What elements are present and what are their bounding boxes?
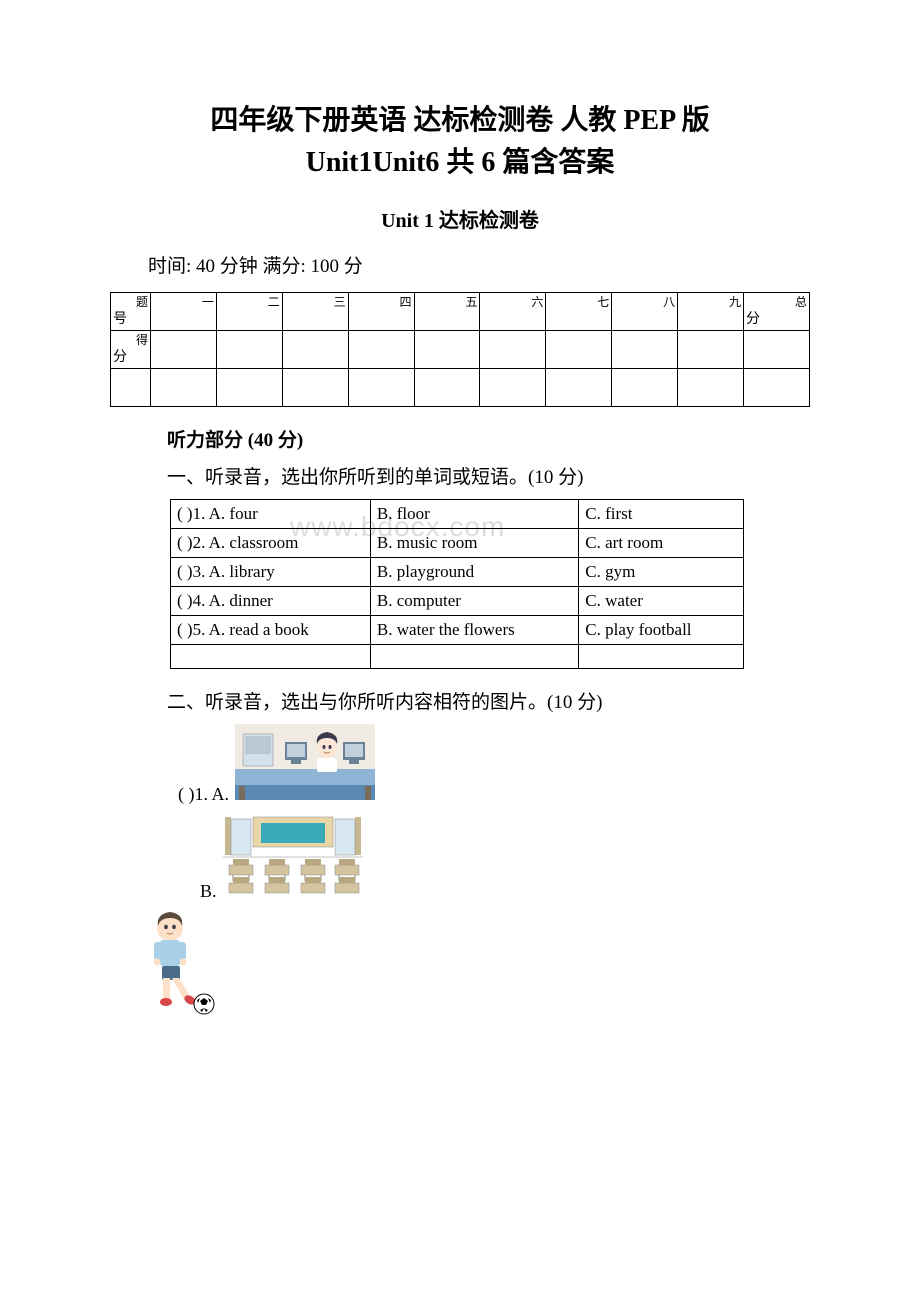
label: 题: [136, 293, 148, 310]
cell: [546, 369, 612, 407]
cell: [678, 369, 744, 407]
cell: C. water: [579, 587, 744, 616]
cell: ( )5. A. read a book: [171, 616, 371, 645]
question-row: [178, 908, 810, 1023]
timing-text: 时间: 40 分钟 满分: 100 分: [110, 251, 810, 278]
table-row: 题 号 一 二 三 四 五 六 七 八 九 总 分: [111, 293, 810, 331]
cell: C. gym: [579, 558, 744, 587]
cell: [151, 331, 217, 369]
cell: ( )3. A. library: [171, 558, 371, 587]
cell: [282, 369, 348, 407]
cell: 得 分: [111, 331, 151, 369]
classroom-image-icon: [223, 811, 363, 902]
cell: B. computer: [370, 587, 578, 616]
cell: [151, 369, 217, 407]
table-row: ( )2. A. classroom B. music room C. art …: [171, 529, 744, 558]
subtitle: Unit 1 达标检测卷: [110, 204, 810, 233]
section-1-instruction: 一、听录音，选出你所听到的单词或短语。(10 分): [110, 462, 810, 489]
table-row: ( )5. A. read a book B. water the flower…: [171, 616, 744, 645]
table-row: ( )4. A. dinner B. computer C. water: [171, 587, 744, 616]
cell: B. water the flowers: [370, 616, 578, 645]
score-table: 题 号 一 二 三 四 五 六 七 八 九 总 分 得 分: [110, 292, 810, 407]
cell: [678, 331, 744, 369]
cell: B. floor: [370, 500, 578, 529]
cell: C. play football: [579, 616, 744, 645]
cell: [744, 369, 810, 407]
cell: [414, 331, 480, 369]
cell: [546, 331, 612, 369]
question-row: ( )1. A.: [178, 724, 810, 805]
header-cell: 五: [414, 293, 480, 331]
cell: [612, 331, 678, 369]
header-cell: 总 分: [744, 293, 810, 331]
cell: [216, 331, 282, 369]
cell: B. music room: [370, 529, 578, 558]
cell: [744, 331, 810, 369]
boy-football-image-icon: [134, 908, 224, 1023]
cell: [414, 369, 480, 407]
header-cell: 七: [546, 293, 612, 331]
table-row: 得 分: [111, 331, 810, 369]
multiple-choice-table: ( )1. A. four B. floor C. first ( )2. A.…: [170, 499, 744, 669]
cell: ( )4. A. dinner: [171, 587, 371, 616]
cell: [216, 369, 282, 407]
label: 总: [795, 293, 807, 310]
header-cell: 二: [216, 293, 282, 331]
question-label: ( )1. A.: [178, 784, 229, 805]
label: 分: [746, 308, 760, 328]
question-label: B.: [200, 881, 217, 902]
cell: B. playground: [370, 558, 578, 587]
cell: C. art room: [579, 529, 744, 558]
table-row: [111, 369, 810, 407]
header-cell: 三: [282, 293, 348, 331]
cell: C. first: [579, 500, 744, 529]
cell: [171, 645, 371, 669]
title-line-1: 四年级下册英语 达标检测卷 人教 PEP 版: [210, 105, 709, 136]
cell: [612, 369, 678, 407]
header-cell: 八: [612, 293, 678, 331]
cell: [348, 331, 414, 369]
table-row: ( )1. A. four B. floor C. first: [171, 500, 744, 529]
office-image-icon: [235, 724, 375, 805]
table-row: [171, 645, 744, 669]
label: 分: [113, 346, 127, 366]
cell: [480, 369, 546, 407]
cell: [348, 369, 414, 407]
cell: [111, 369, 151, 407]
cell: [282, 331, 348, 369]
header-cell: 六: [480, 293, 546, 331]
section-2-instruction: 二、听录音，选出与你所听内容相符的图片。(10 分): [110, 687, 810, 714]
header-cell: 九: [678, 293, 744, 331]
cell: ( )2. A. classroom: [171, 529, 371, 558]
listening-header: 听力部分 (40 分): [110, 425, 810, 452]
cell: ( )1. A. four: [171, 500, 371, 529]
table-row: ( )3. A. library B. playground C. gym: [171, 558, 744, 587]
header-cell: 一: [151, 293, 217, 331]
label: 得: [136, 331, 148, 348]
cell: [480, 331, 546, 369]
label: 号: [113, 308, 127, 328]
question-row: B.: [178, 811, 810, 902]
cell: [370, 645, 578, 669]
header-cell: 四: [348, 293, 414, 331]
cell: [579, 645, 744, 669]
title-line-2: Unit1Unit6 共 6 篇含答案: [306, 147, 615, 178]
header-cell: 题 号: [111, 293, 151, 331]
